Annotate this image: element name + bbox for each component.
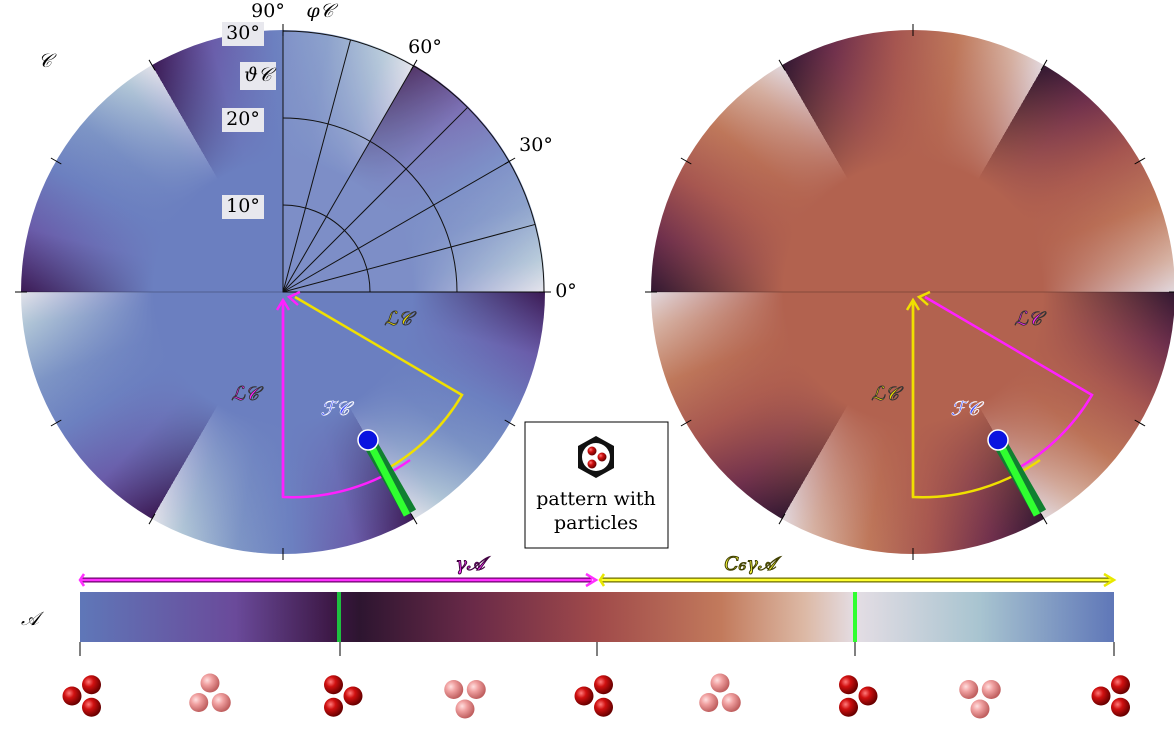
- particle: [721, 693, 741, 712]
- particle: [970, 699, 990, 719]
- particle: [82, 697, 101, 717]
- particle: [858, 686, 878, 706]
- rim-tick: [50, 157, 62, 165]
- path-segment: [281, 300, 411, 499]
- particle: [189, 693, 209, 712]
- particle: [466, 680, 486, 699]
- particle: [839, 675, 858, 695]
- particle: [324, 697, 343, 717]
- arrow-head: [275, 290, 301, 311]
- angle-tick-label: 90°: [251, 0, 285, 22]
- radius-axis-label: ϑ𝒞: [244, 64, 277, 86]
- rim-tick: [680, 419, 692, 427]
- angle-tick-label: 60°: [408, 36, 442, 58]
- path-label: ℒ𝒞: [384, 308, 417, 330]
- path-label: ℒ𝒞: [231, 383, 264, 405]
- particle: [574, 686, 594, 706]
- green-bar: [364, 438, 411, 517]
- particle: [699, 693, 719, 712]
- particle: [324, 675, 343, 695]
- rim-tick: [1040, 513, 1048, 525]
- rim-tick: [410, 59, 418, 71]
- point: [987, 429, 1009, 451]
- rim-tick: [148, 513, 156, 525]
- rim-tick: [50, 419, 62, 427]
- path-label: ℒ𝒞: [1014, 308, 1047, 330]
- panel-label: 𝒞: [38, 50, 57, 72]
- polar-grid-line: [282, 223, 536, 293]
- arrow-label: C₆γ𝒜: [724, 553, 782, 575]
- particle: [1091, 686, 1111, 706]
- rim-tick: [680, 157, 692, 165]
- rim-tick: [148, 59, 156, 71]
- radius-tick-label: 30°: [226, 22, 260, 44]
- rim-tick: [778, 513, 786, 525]
- particle: [62, 686, 82, 706]
- point-label: ℱ𝒞: [321, 398, 355, 420]
- path-segment: [294, 295, 464, 472]
- green-bar: [994, 438, 1041, 517]
- radius-tick-label: 10°: [226, 195, 260, 217]
- path-segment: [924, 295, 1094, 472]
- rim-tick: [1134, 419, 1146, 427]
- panel-label: 𝒜: [21, 608, 45, 630]
- polar-grid-line: [282, 161, 510, 293]
- polar-grid-line: [282, 65, 414, 293]
- angle-tick-label: 0°: [555, 280, 577, 302]
- particle: [959, 680, 979, 699]
- rim-tick: [410, 513, 418, 525]
- rim-tick: [504, 157, 516, 165]
- particle: [200, 673, 220, 693]
- particle: [839, 697, 858, 717]
- particle: [710, 673, 730, 693]
- arrow-head: [905, 290, 931, 311]
- particle: [1111, 697, 1130, 717]
- particle: [455, 699, 475, 719]
- particle: [343, 686, 363, 706]
- orientation-disk-right: [651, 30, 1174, 554]
- rim-tick: [1040, 59, 1048, 71]
- particle: [444, 680, 464, 699]
- particle: [211, 693, 231, 712]
- particle: [594, 697, 613, 717]
- arrow-label: γ𝒜: [455, 553, 490, 575]
- path-label: ℒ𝒞: [871, 383, 904, 405]
- particle: [82, 675, 101, 695]
- rim-tick: [504, 419, 516, 427]
- inset-text: particles: [554, 512, 638, 534]
- rim-tick: [1134, 157, 1146, 165]
- particle: [594, 675, 613, 695]
- path-segment: [911, 300, 1041, 499]
- colorbar: [80, 592, 1114, 642]
- point: [357, 429, 379, 451]
- particle: [981, 680, 1001, 699]
- polar-grid-line: [282, 107, 468, 293]
- angle-axis-label: φ𝒞: [306, 0, 338, 22]
- rim-tick: [778, 59, 786, 71]
- particle: [1111, 675, 1130, 695]
- point-label: ℱ𝒞: [951, 398, 985, 420]
- angle-tick-label: 30°: [519, 134, 553, 156]
- inset-text: pattern with: [536, 488, 656, 510]
- polar-grid-line: [282, 39, 352, 293]
- radius-tick-label: 20°: [226, 108, 260, 130]
